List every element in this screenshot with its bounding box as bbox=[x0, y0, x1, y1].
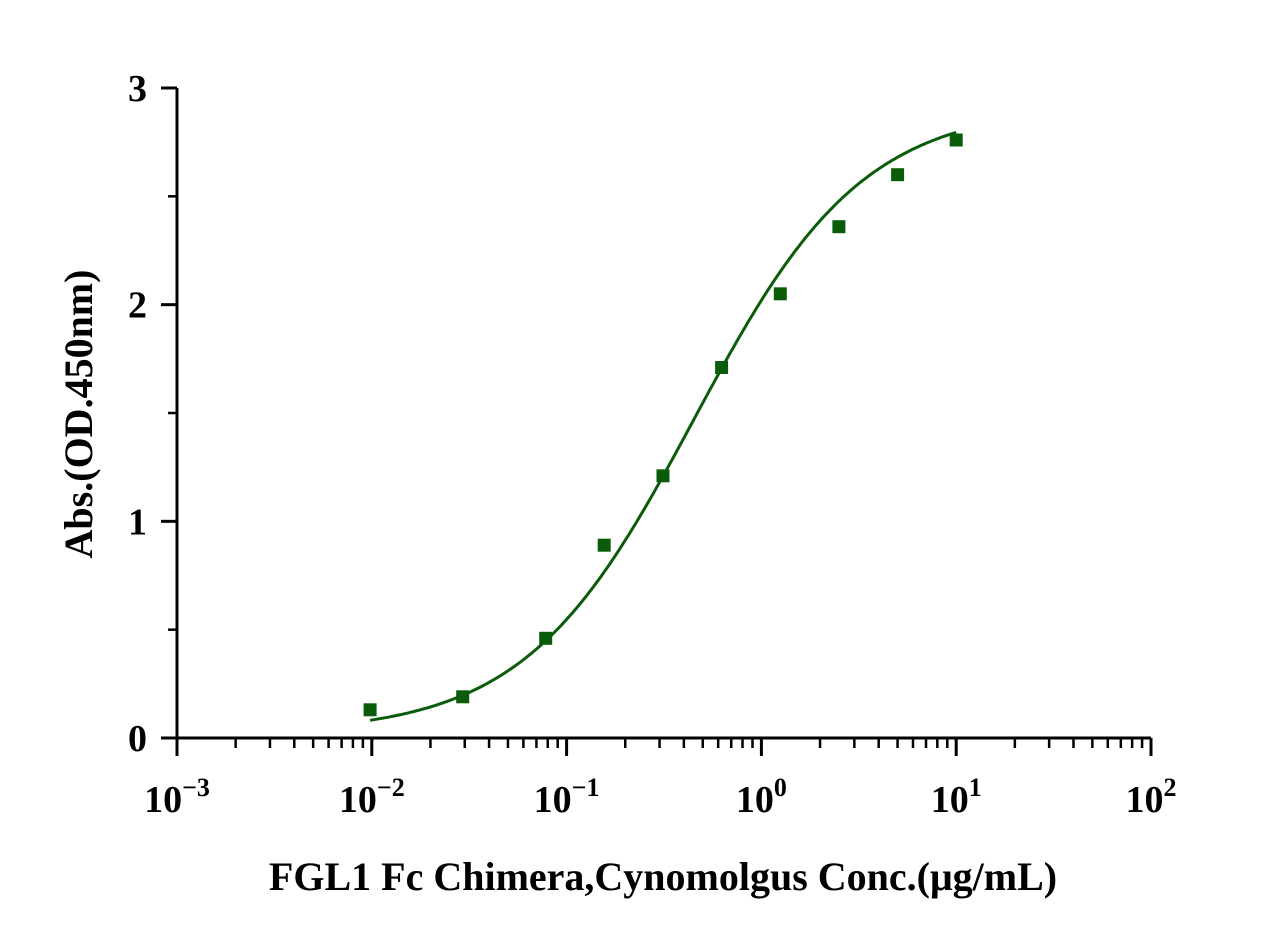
y-tick-label: 1 bbox=[128, 501, 147, 543]
x-tick-label: 102 bbox=[1126, 773, 1177, 821]
y-tick-label: 3 bbox=[128, 68, 147, 110]
data-point bbox=[832, 220, 846, 234]
data-point bbox=[715, 361, 729, 374]
data-point bbox=[773, 287, 787, 301]
x-axis-title: FGL1 Fc Chimera,Cynomolgus Conc.(μg/mL) bbox=[269, 854, 1057, 899]
data-point bbox=[539, 631, 553, 645]
data-point bbox=[949, 133, 963, 147]
axes bbox=[175, 88, 1151, 740]
x-tick-label: 10−3 bbox=[144, 773, 210, 821]
tick-labels: 0 1 2 3 10−3 10−2 10−1 100 101 102 bbox=[128, 68, 1177, 821]
data-point bbox=[891, 168, 905, 182]
fit-curve bbox=[369, 130, 957, 722]
x-tick-label: 10−2 bbox=[339, 773, 405, 821]
data-point bbox=[456, 690, 470, 704]
data-point bbox=[656, 469, 670, 483]
y-tick-label: 0 bbox=[128, 718, 147, 760]
y-axis-title: Abs.(OD.450nm) bbox=[56, 270, 101, 559]
x-tick-label: 101 bbox=[931, 773, 982, 821]
data-point bbox=[363, 703, 377, 717]
y-tick-label: 2 bbox=[128, 285, 147, 327]
x-tick-label: 100 bbox=[736, 773, 787, 821]
data-point bbox=[597, 538, 611, 552]
ticks bbox=[161, 86, 1153, 756]
x-tick-label: 10−1 bbox=[534, 773, 600, 821]
plot-area bbox=[363, 130, 963, 722]
